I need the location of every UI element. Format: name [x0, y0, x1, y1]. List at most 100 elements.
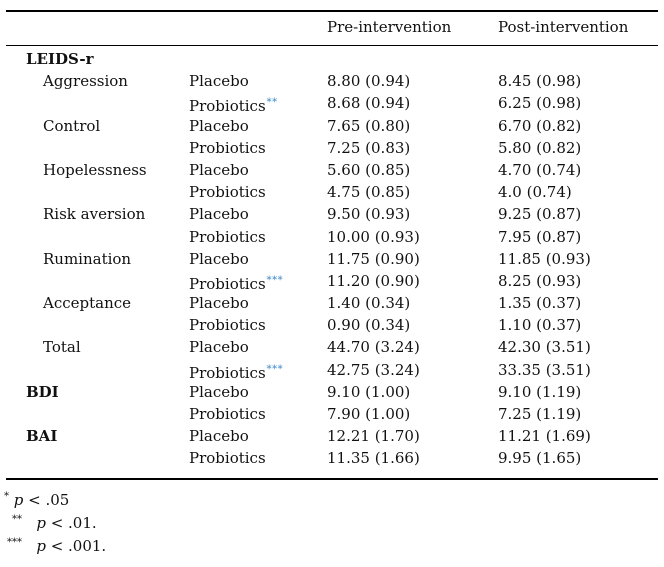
- cell-pre-intervention: 7.65 (0.80): [327, 116, 411, 135]
- table-row: Probiotics** 8.68 (0.94) 6.25 (0.98): [0, 92, 664, 117]
- table-row: Acceptance Placebo 1.40 (0.34) 1.35 (0.37): [0, 292, 664, 314]
- cell-pre-intervention: 7.90 (1.00): [327, 405, 411, 423]
- table-row: LEIDS-r: [0, 48, 664, 70]
- cell-pre-intervention: 9.50 (0.93): [327, 205, 411, 224]
- row-group-label: Placebo: [189, 72, 249, 91]
- table-row: BDI Placebo 9.10 (1.00) 9.10 (1.19): [0, 381, 664, 403]
- row-group-label: Placebo: [189, 249, 249, 268]
- footnote-mark: **: [12, 514, 22, 525]
- row-measure-label: Aggression: [43, 72, 128, 91]
- row-group-label: Probiotics***: [189, 270, 283, 295]
- cell-post-intervention: 11.85 (0.93): [498, 249, 591, 268]
- cell-pre-intervention: 8.68 (0.94): [327, 94, 411, 113]
- table-row: Probiotics 11.35 (1.66) 9.95 (1.65): [0, 447, 664, 469]
- footnote-p-symbol: p: [36, 514, 46, 532]
- cell-pre-intervention: 9.10 (1.00): [327, 382, 411, 401]
- cell-post-intervention: 7.95 (0.87): [498, 227, 582, 246]
- cell-post-intervention: 5.80 (0.82): [498, 138, 582, 157]
- table-row: Probiotics 7.25 (0.83) 5.80 (0.82): [0, 137, 664, 159]
- row-group-label: Probiotics: [189, 405, 266, 423]
- cell-pre-intervention: 10.00 (0.93): [327, 227, 420, 246]
- footnote-p05: * p < .05: [4, 486, 69, 511]
- cell-pre-intervention: 1.40 (0.34): [327, 294, 411, 313]
- table-row: Control Placebo 7.65 (0.80) 6.70 (0.82): [0, 115, 664, 137]
- row-group-label: Probiotics**: [189, 92, 278, 117]
- group-text: Probiotics: [189, 274, 266, 293]
- cell-pre-intervention: 11.75 (0.90): [327, 249, 420, 268]
- cell-post-intervention: 1.35 (0.37): [498, 294, 582, 313]
- cell-pre-intervention: 42.75 (3.24): [327, 360, 420, 379]
- cell-pre-intervention: 4.75 (0.85): [327, 183, 411, 202]
- table-body: LEIDS-r Aggression Placebo 8.80 (0.94) 8.45 …: [0, 48, 664, 470]
- row-measure-label: Total: [43, 338, 81, 357]
- row-group-label: Probiotics: [189, 138, 266, 157]
- cell-pre-intervention: 11.20 (0.90): [327, 271, 420, 290]
- cell-post-intervention: 9.95 (1.65): [498, 449, 582, 468]
- footnote-p-symbol: p: [36, 537, 46, 555]
- row-group-label: Probiotics***: [189, 359, 283, 384]
- row-measure-label: Control: [43, 116, 101, 135]
- cell-post-intervention: 42.30 (3.51): [498, 338, 591, 357]
- table-row: Probiotics 4.75 (0.85) 4.0 (0.74): [0, 181, 664, 203]
- table-row: Probiotics 7.90 (1.00) 7.25 (1.19): [0, 403, 664, 425]
- table-header-rule: [6, 45, 658, 46]
- cell-pre-intervention: 0.90 (0.34): [327, 316, 411, 335]
- cell-post-intervention: 4.0 (0.74): [498, 183, 572, 202]
- cell-post-intervention: 4.70 (0.74): [498, 160, 582, 179]
- cell-post-intervention: 7.25 (1.19): [498, 405, 582, 423]
- cell-pre-intervention: 8.80 (0.94): [327, 72, 411, 91]
- footnote-p01: ** p < .01.: [12, 509, 97, 534]
- cell-post-intervention: 6.25 (0.98): [498, 94, 582, 113]
- row-measure-label: Acceptance: [43, 294, 132, 313]
- table-row: Hopelessness Placebo 5.60 (0.85) 4.70 (0.74…: [0, 159, 664, 181]
- footnote-mark: *: [4, 491, 9, 502]
- cell-pre-intervention: 7.25 (0.83): [327, 138, 411, 157]
- table-row: Risk aversion Placebo 9.50 (0.93) 9.25 (0.8…: [0, 203, 664, 225]
- cell-post-intervention: 1.10 (0.37): [498, 316, 582, 335]
- row-section-label: BAI: [26, 427, 58, 446]
- row-section-label: LEIDS-r: [26, 50, 94, 68]
- row-section-label: BDI: [26, 382, 59, 401]
- table-bottom-rule: [6, 478, 658, 480]
- header-pre-intervention: Pre-intervention: [327, 18, 452, 36]
- cell-pre-intervention: 44.70 (3.24): [327, 338, 420, 357]
- cell-post-intervention: 6.70 (0.82): [498, 116, 582, 135]
- cell-post-intervention: 8.45 (0.98): [498, 72, 582, 91]
- table-top-rule: [6, 10, 658, 12]
- footnote-p001: *** p < .001.: [7, 532, 106, 557]
- footnote-text: < .001.: [45, 537, 107, 555]
- significance-marker: ***: [266, 363, 284, 375]
- row-group-label: Probiotics: [189, 316, 266, 335]
- footnote-mark: ***: [7, 537, 22, 548]
- row-measure-label: Risk aversion: [43, 205, 146, 224]
- row-group-label: Probiotics: [189, 449, 266, 468]
- table-row: Total Placebo 44.70 (3.24) 42.30 (3.51): [0, 336, 664, 358]
- significance-marker: ***: [266, 274, 284, 286]
- table-row: Rumination Placebo 11.75 (0.90) 11.85 (0.93…: [0, 248, 664, 270]
- cell-post-intervention: 9.10 (1.19): [498, 382, 582, 401]
- footnote-p-symbol: p: [13, 491, 24, 509]
- row-group-label: Probiotics: [189, 183, 266, 202]
- row-group-label: Placebo: [189, 116, 249, 135]
- row-group-label: Placebo: [189, 427, 249, 446]
- table-row: Probiotics 0.90 (0.34) 1.10 (0.37): [0, 314, 664, 336]
- table-row: Probiotics*** 11.20 (0.90) 8.25 (0.93): [0, 270, 664, 295]
- row-measure-label: Hopelessness: [43, 160, 147, 179]
- footnote-text: < .05: [23, 491, 70, 509]
- table-row: Probiotics*** 42.75 (3.24) 33.35 (3.51): [0, 359, 664, 384]
- row-group-label: Placebo: [189, 338, 249, 357]
- row-group-label: Placebo: [189, 382, 249, 401]
- group-text: Probiotics: [189, 97, 266, 116]
- footnote-text: < .01.: [45, 514, 97, 532]
- row-group-label: Placebo: [189, 160, 249, 179]
- cell-post-intervention: 9.25 (0.87): [498, 205, 582, 224]
- cell-post-intervention: 8.25 (0.93): [498, 271, 582, 290]
- cell-post-intervention: 33.35 (3.51): [498, 360, 591, 379]
- row-measure-label: Rumination: [43, 249, 132, 268]
- cell-pre-intervention: 11.35 (1.66): [327, 449, 420, 468]
- cell-post-intervention: 11.21 (1.69): [498, 427, 591, 446]
- table-row: Probiotics 10.00 (0.93) 7.95 (0.87): [0, 226, 664, 248]
- significance-marker: **: [266, 97, 278, 109]
- group-text: Probiotics: [189, 363, 266, 382]
- header-post-intervention: Post-intervention: [498, 18, 629, 36]
